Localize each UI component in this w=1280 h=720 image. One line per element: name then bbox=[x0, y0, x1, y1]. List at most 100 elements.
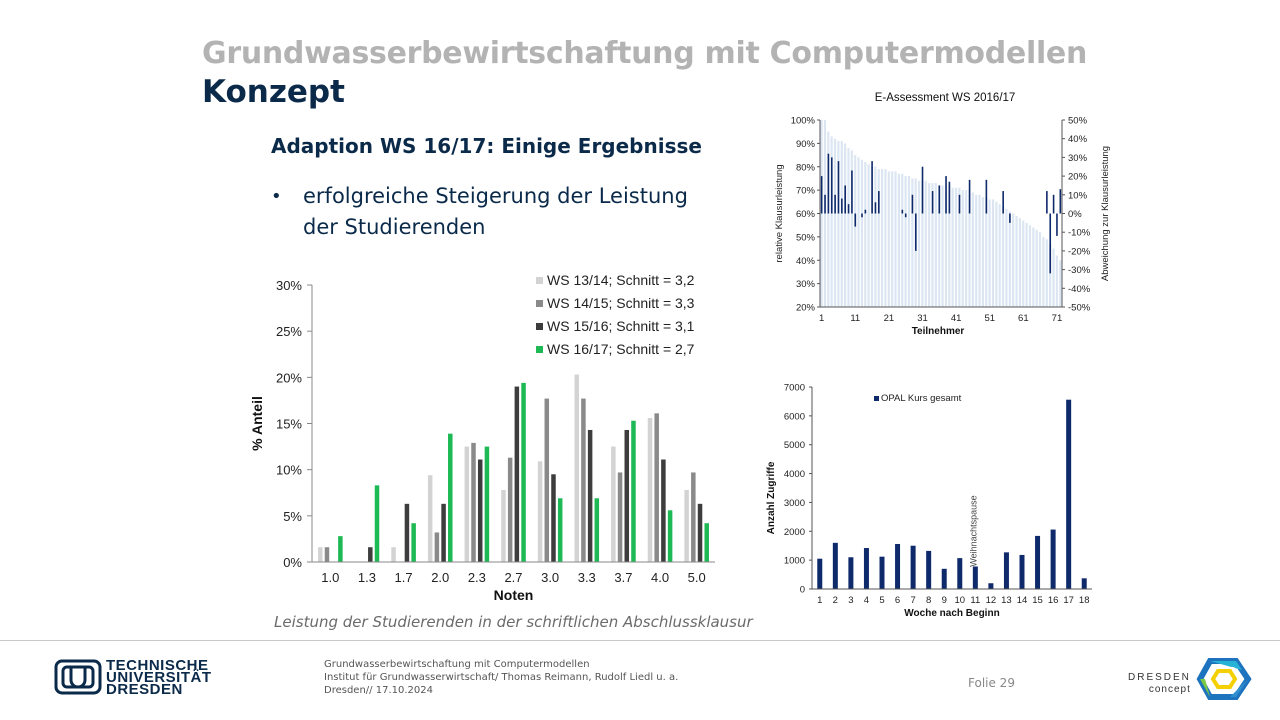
bar-performance bbox=[985, 197, 988, 307]
bar bbox=[697, 503, 703, 562]
bar-deviation bbox=[871, 161, 873, 214]
x-tick-label: 2.0 bbox=[431, 570, 449, 585]
footer-line-institute: Institut für Grundwasserwirtschaft/ Thom… bbox=[324, 672, 679, 683]
footer-line-date: Dresden// 17.10.2024 bbox=[324, 685, 433, 696]
bar-performance bbox=[1042, 236, 1045, 307]
slide-number: Folie 29 bbox=[968, 676, 1015, 690]
bar-performance bbox=[867, 164, 870, 307]
bar-deviation bbox=[851, 170, 853, 214]
bar-performance bbox=[911, 178, 914, 307]
y-tick-label: 0 bbox=[800, 585, 805, 596]
bar bbox=[988, 583, 994, 589]
footer-text: Grundwasserbewirtschaftung mit Computerm… bbox=[324, 658, 678, 697]
x-tick-label: 9 bbox=[942, 595, 947, 606]
x-tick-label: 2.7 bbox=[504, 570, 522, 585]
bar-performance bbox=[881, 169, 884, 307]
y-tick-label: 1000 bbox=[784, 556, 805, 567]
y-tick-label: 10% bbox=[276, 463, 302, 478]
slide-title: Konzept bbox=[202, 74, 345, 110]
bar-performance bbox=[1038, 232, 1042, 307]
bar-deviation bbox=[1052, 194, 1055, 214]
bar-deviation bbox=[847, 204, 850, 214]
bar bbox=[647, 417, 653, 562]
bar-performance bbox=[840, 141, 843, 307]
bar bbox=[817, 558, 823, 589]
x-axis-title: Noten bbox=[494, 587, 534, 603]
x-tick-label: 11 bbox=[850, 313, 860, 324]
bar bbox=[544, 398, 550, 562]
bar-deviation bbox=[911, 194, 914, 214]
bar-performance bbox=[1059, 260, 1062, 307]
bar-performance bbox=[897, 173, 900, 307]
bar-performance bbox=[874, 166, 877, 307]
bar-performance bbox=[941, 185, 944, 307]
bar-performance bbox=[830, 136, 833, 307]
bar-deviation bbox=[945, 176, 947, 214]
bar bbox=[1081, 578, 1087, 589]
legend-swatch bbox=[536, 323, 543, 330]
y-tick-label: 80% bbox=[796, 162, 816, 173]
bar-performance bbox=[877, 169, 880, 307]
y-axis-title-left: relative Klausurleistung bbox=[774, 164, 785, 262]
y-tick-label: 2000 bbox=[784, 527, 805, 538]
bar-performance bbox=[864, 162, 867, 307]
grades-bar-chart: 0% 5% 10% 15% 20% 25% 30% 1.0 1.3 1.7 2.0 2.3 2.7 3.0… bbox=[249, 272, 715, 603]
bar-performance bbox=[1002, 206, 1005, 307]
bar bbox=[863, 548, 869, 589]
bar-deviation bbox=[830, 157, 833, 214]
tud-logo-line2: UNIVERSITÄT bbox=[106, 669, 212, 686]
bar bbox=[832, 542, 838, 589]
bar-performance bbox=[991, 199, 995, 307]
bullet-marker: • bbox=[271, 186, 282, 207]
bar bbox=[404, 503, 410, 562]
bar-deviation bbox=[958, 194, 961, 214]
y-tick-label-right: 10% bbox=[1068, 190, 1088, 201]
x-tick-label: 21 bbox=[884, 313, 895, 324]
bar-performance bbox=[961, 190, 964, 307]
bar-deviation bbox=[921, 166, 924, 214]
bar bbox=[691, 472, 696, 562]
bar-deviation bbox=[931, 191, 934, 214]
bar-performance bbox=[1015, 215, 1018, 307]
x-tick-label: 1.0 bbox=[321, 570, 339, 585]
tud-logo-icon bbox=[54, 659, 102, 695]
bar-performance bbox=[948, 185, 951, 307]
y-tick-label: 0% bbox=[283, 555, 302, 570]
x-tick-label: 18 bbox=[1079, 595, 1090, 606]
tud-logo-text: TECHNISCHE UNIVERSITÄT DRESDEN bbox=[106, 658, 212, 697]
bar bbox=[581, 398, 586, 562]
y-tick-label-right: 20% bbox=[1068, 172, 1088, 183]
x-tick-label: 3.0 bbox=[541, 570, 559, 585]
bar bbox=[484, 446, 490, 562]
chart-caption: Leistung der Studierenden in der schrift… bbox=[274, 613, 753, 631]
bar-deviation bbox=[1046, 191, 1048, 214]
x-tick-label: 1 bbox=[817, 595, 822, 606]
bar bbox=[624, 429, 630, 562]
legend-swatch bbox=[874, 396, 879, 401]
x-tick-label: 6 bbox=[895, 595, 900, 606]
legend-label: WS 15/16; Schnitt = 3,1 bbox=[547, 318, 695, 334]
bar-deviation bbox=[1049, 213, 1052, 274]
x-tick-label: 1.3 bbox=[358, 570, 376, 585]
bar-performance bbox=[968, 190, 971, 307]
dresden-concept-logo-text: DRESDEN concept bbox=[1128, 672, 1191, 696]
subheading: Adaption WS 16/17: Einige Ergebnisse bbox=[271, 134, 702, 158]
y-tick-label: 70% bbox=[796, 186, 816, 197]
y-tick-label: 90% bbox=[796, 139, 816, 150]
legend-swatch bbox=[536, 277, 543, 284]
bar-deviation bbox=[837, 161, 840, 214]
bar-performance bbox=[1008, 211, 1011, 307]
bar-performance bbox=[1055, 255, 1058, 307]
bar bbox=[910, 545, 916, 589]
x-tick-label: 16 bbox=[1048, 595, 1059, 606]
bar-performance bbox=[924, 180, 927, 307]
y-tick-label: 30% bbox=[796, 279, 816, 290]
bar-deviation bbox=[820, 176, 823, 214]
x-tick-label: 3 bbox=[848, 595, 853, 606]
x-tick-label: 12 bbox=[986, 595, 997, 606]
bar-performance bbox=[870, 166, 874, 307]
x-tick-label: 15 bbox=[1032, 595, 1043, 606]
y-tick-label-right: -30% bbox=[1068, 265, 1091, 276]
bar-performance bbox=[837, 141, 840, 307]
